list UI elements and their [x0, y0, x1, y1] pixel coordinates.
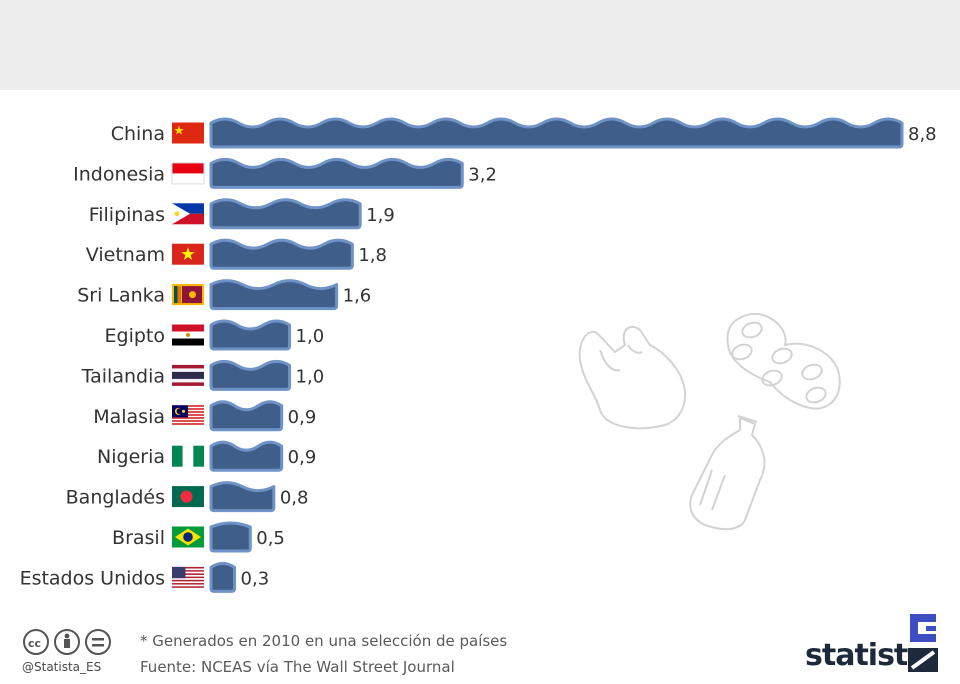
svg-text:cc: cc	[28, 637, 41, 650]
category-label: China	[111, 123, 165, 145]
bar	[209, 319, 292, 351]
value-label: 0,8	[280, 488, 309, 509]
value-label: 1,8	[358, 245, 387, 266]
value-label: 1,9	[366, 205, 395, 226]
sri-lanka-flag-icon	[172, 284, 204, 306]
bar	[209, 561, 237, 593]
header-band	[0, 0, 960, 90]
plastic-bottle-icon	[689, 415, 766, 531]
by-icon	[54, 629, 80, 655]
category-label: Malasia	[93, 406, 165, 428]
bar	[209, 481, 276, 513]
brazil-flag-icon	[172, 526, 204, 548]
bar	[209, 440, 284, 472]
value-label: 1,0	[296, 326, 325, 347]
china-flag-icon	[172, 122, 204, 144]
value-label: 1,6	[343, 286, 372, 307]
source-note: Fuente: NCEAS vía The Wall Street Journa…	[140, 658, 455, 676]
decor-illustrations	[578, 312, 841, 531]
category-label: Indonesia	[73, 163, 165, 185]
vietnam-flag-icon	[172, 243, 204, 265]
egypt-flag-icon	[172, 324, 204, 346]
bar	[209, 279, 339, 311]
footnote: * Generados en 2010 en una selección de …	[140, 632, 508, 650]
cc-icon	[23, 629, 49, 655]
indonesia-flag-icon	[171, 162, 205, 185]
bar	[209, 117, 904, 149]
value-label: 8,8	[908, 124, 937, 145]
bar	[209, 359, 292, 391]
bar	[209, 157, 464, 189]
nigeria-flag-icon	[172, 445, 204, 467]
value-label: 1,0	[296, 366, 325, 387]
thailand-flag-icon	[172, 364, 204, 386]
category-label: Egipto	[105, 325, 165, 347]
value-label: 0,5	[256, 528, 285, 549]
bar	[209, 198, 362, 230]
value-label: 0,9	[288, 447, 317, 468]
category-label: Vietnam	[86, 244, 165, 266]
value-label: 3,2	[468, 164, 497, 185]
category-label: Bangladés	[66, 487, 165, 509]
usa-flag-icon	[172, 566, 204, 590]
license-icons: cc	[22, 628, 122, 662]
philippines-flag-icon	[172, 203, 204, 225]
value-label: 0,9	[288, 407, 317, 428]
six-pack-ring-icon	[726, 312, 841, 410]
category-label: Nigeria	[97, 446, 165, 468]
bars-group: China 8,8 Indonesia 3,2 Filipinas 1,9 Vietnam 1…	[20, 117, 937, 593]
statista-wordmark[interactable]: statista	[805, 638, 928, 673]
category-label: Tailandia	[81, 365, 165, 387]
nd-icon	[85, 629, 111, 655]
bar	[209, 521, 252, 553]
category-label: Sri Lanka	[77, 285, 165, 307]
statista-logo-icon	[906, 612, 940, 678]
malaysia-flag-icon	[172, 405, 204, 427]
category-label: Filipinas	[89, 204, 165, 226]
social-handle: @Statista_ES	[22, 660, 102, 674]
plastic-bag-icon	[578, 325, 686, 430]
category-label: Estados Unidos	[20, 567, 165, 589]
bar	[209, 238, 354, 270]
value-label: 0,3	[241, 568, 270, 589]
bangladesh-flag-icon	[172, 486, 204, 508]
category-label: Brasil	[112, 527, 165, 549]
bar	[209, 400, 284, 432]
